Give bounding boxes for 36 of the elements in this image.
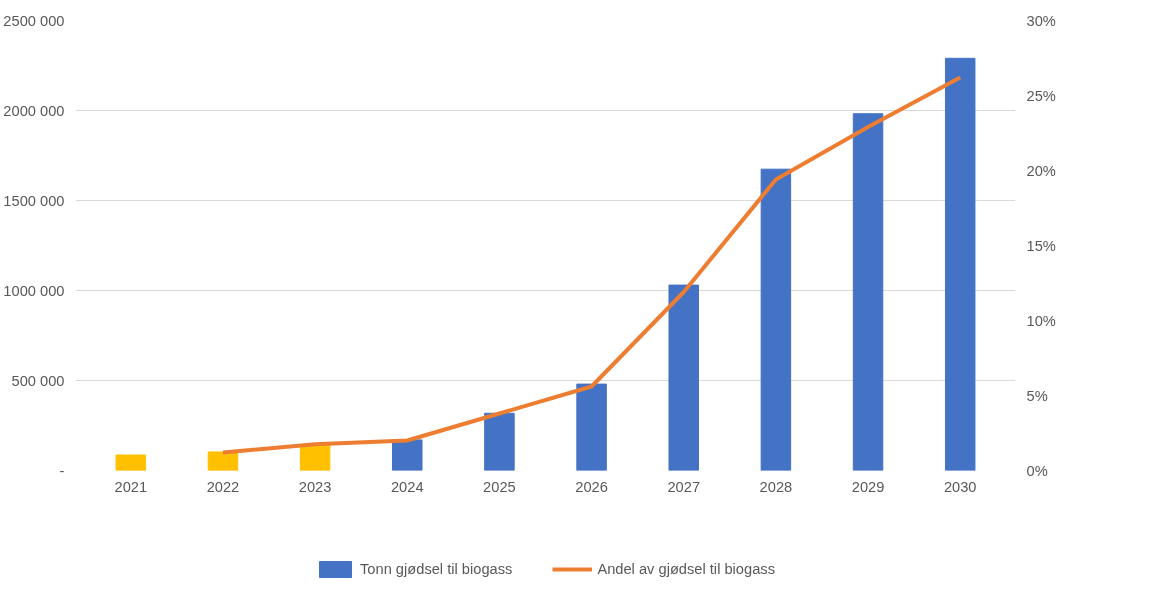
y2-tick-label: 0% [1026, 462, 1048, 479]
x-tick-label: 2027 [667, 478, 701, 495]
bar [115, 454, 147, 471]
x-tick-label: 2028 [759, 478, 793, 495]
y-tick-label: - [59, 462, 65, 479]
y2-tick-label: 30% [1026, 12, 1056, 29]
x-tick-label: 2025 [483, 478, 516, 495]
y2-tick-label: 20% [1026, 162, 1056, 179]
x-tick-label: 2029 [851, 478, 885, 495]
y-tick-label: 2000 000 [3, 102, 65, 119]
bar [576, 383, 607, 471]
bar [484, 412, 515, 471]
x-tick-label: 2030 [943, 478, 977, 495]
line-series [220, 75, 963, 455]
y-tick-label: 1000 000 [3, 282, 65, 299]
bar [207, 451, 239, 471]
bar [299, 443, 331, 471]
legend-label: Andel av gjødsel til biogass [597, 560, 775, 577]
bar [668, 284, 699, 471]
y2-tick-label: 15% [1026, 237, 1056, 254]
legend-label: Tonn gjødsel til biogass [360, 560, 513, 577]
x-tick-label: 2021 [114, 478, 148, 495]
x-tick-label: 2022 [206, 478, 240, 495]
bar [760, 168, 792, 471]
x-tick-label: 2024 [390, 478, 424, 495]
bar [944, 57, 976, 471]
y-tick-label: 2500 000 [3, 12, 65, 29]
x-tick-label: 2023 [298, 478, 332, 495]
y2-tick-label: 5% [1026, 387, 1048, 404]
y2-tick-label: 10% [1026, 312, 1056, 329]
y2-tick-label: 25% [1026, 87, 1056, 104]
bar [392, 439, 423, 471]
bar [852, 113, 884, 471]
y-tick-label: 500 000 [11, 372, 65, 389]
x-tick-label: 2026 [575, 478, 608, 495]
y-tick-label: 1500 000 [3, 192, 65, 209]
